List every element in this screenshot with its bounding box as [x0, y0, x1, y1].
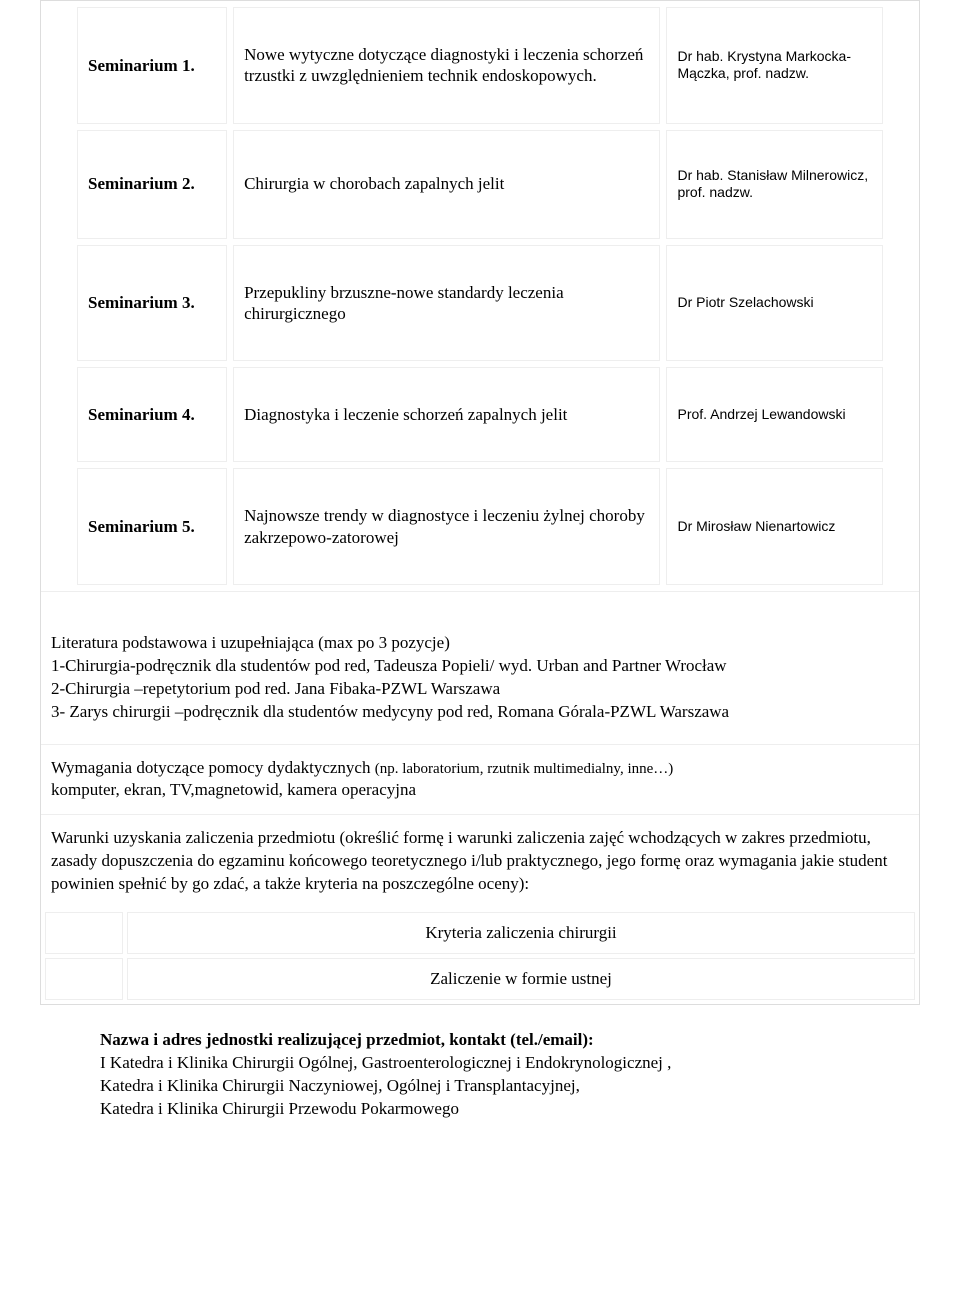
- table-row: Seminarium 1. Nowe wytyczne dotyczące di…: [77, 7, 883, 124]
- conditions-text: Warunki uzyskania zaliczenia przedmiotu …: [51, 828, 887, 893]
- literature-heading: Literatura podstawowa i uzupełniająca (m…: [51, 633, 450, 652]
- requirements-label: Wymagania dotyczące pomocy dydaktycznych: [51, 758, 375, 777]
- literature-item: 1-Chirurgia-podręcznik dla studentów pod…: [51, 656, 727, 675]
- table-row: Seminarium 3. Przepukliny brzuszne-nowe …: [77, 245, 883, 362]
- criteria-row2: Zaliczenie w formie ustnej: [127, 958, 915, 1000]
- seminar-lecturer: Dr Piotr Szelachowski: [666, 245, 883, 362]
- seminar-label: Seminarium 5.: [77, 468, 227, 585]
- seminar-label: Seminarium 2.: [77, 130, 227, 239]
- seminar-topic: Najnowsze trendy w diagnostyce i leczeni…: [233, 468, 660, 585]
- requirements-block: Wymagania dotyczące pomocy dydaktycznych…: [41, 744, 919, 815]
- footer-heading: Nazwa i adres jednostki realizującej prz…: [100, 1030, 594, 1049]
- literature-block: Literatura podstawowa i uzupełniająca (m…: [41, 591, 919, 744]
- page: Seminarium 1. Nowe wytyczne dotyczące di…: [0, 0, 960, 1121]
- empty-cell: [45, 912, 123, 954]
- requirements-value: komputer, ekran, TV,magnetowid, kamera o…: [51, 780, 416, 799]
- footer-block: Nazwa i adres jednostki realizującej prz…: [100, 1029, 920, 1121]
- seminar-topic: Diagnostyka i leczenie schorzeń zapalnyc…: [233, 367, 660, 462]
- literature-item: 3- Zarys chirurgii –podręcznik dla stude…: [51, 702, 729, 721]
- footer-line: Katedra i Klinika Chirurgii Naczyniowej,…: [100, 1076, 580, 1095]
- table-row: Zaliczenie w formie ustnej: [45, 958, 915, 1000]
- footer-line: Katedra i Klinika Chirurgii Przewodu Pok…: [100, 1099, 459, 1118]
- seminar-topic: Nowe wytyczne dotyczące diagnostyki i le…: [233, 7, 660, 124]
- seminar-table: Seminarium 1. Nowe wytyczne dotyczące di…: [41, 1, 919, 591]
- seminar-topic: Chirurgia w chorobach zapalnych jelit: [233, 130, 660, 239]
- table-row: Kryteria zaliczenia chirurgii: [45, 912, 915, 954]
- seminar-lecturer: Prof. Andrzej Lewandowski: [666, 367, 883, 462]
- seminar-lecturer: Dr hab. Stanisław Milnerowicz, prof. nad…: [666, 130, 883, 239]
- seminar-label: Seminarium 3.: [77, 245, 227, 362]
- table-row: Seminarium 4. Diagnostyka i leczenie sch…: [77, 367, 883, 462]
- table-row: Seminarium 5. Najnowsze trendy w diagnos…: [77, 468, 883, 585]
- seminar-label: Seminarium 1.: [77, 7, 227, 124]
- seminar-label: Seminarium 4.: [77, 367, 227, 462]
- main-container: Seminarium 1. Nowe wytyczne dotyczące di…: [40, 0, 920, 1005]
- seminar-lecturer: Dr hab. Krystyna Markocka-Mączka, prof. …: [666, 7, 883, 124]
- empty-cell: [45, 958, 123, 1000]
- footer-line: I Katedra i Klinika Chirurgii Ogólnej, G…: [100, 1053, 671, 1072]
- seminar-lecturer: Dr Mirosław Nienartowicz: [666, 468, 883, 585]
- literature-item: 2-Chirurgia –repetytorium pod red. Jana …: [51, 679, 500, 698]
- criteria-table: Kryteria zaliczenia chirurgii Zaliczenie…: [41, 908, 919, 1004]
- table-row: Seminarium 2. Chirurgia w chorobach zapa…: [77, 130, 883, 239]
- conditions-block: Warunki uzyskania zaliczenia przedmiotu …: [41, 814, 919, 908]
- criteria-row1: Kryteria zaliczenia chirurgii: [127, 912, 915, 954]
- requirements-hint: (np. laboratorium, rzutnik multimedialny…: [375, 761, 674, 777]
- seminar-topic: Przepukliny brzuszne-nowe standardy lecz…: [233, 245, 660, 362]
